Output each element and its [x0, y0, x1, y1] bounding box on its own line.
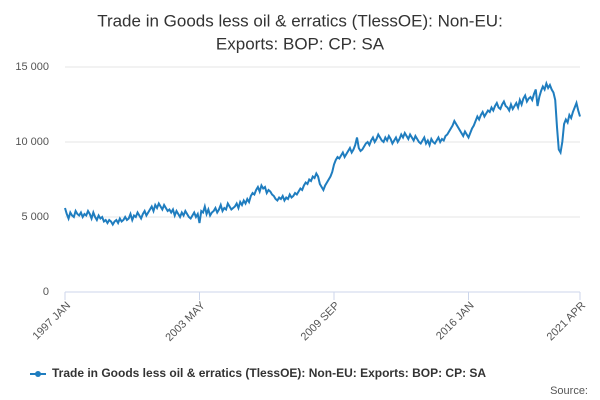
- series-line: [64, 80, 581, 227]
- x-tick-label: 2016 JAN: [434, 300, 477, 343]
- x-tick-label: 2009 SEP: [299, 300, 343, 344]
- y-tick-label: 15 000: [15, 61, 49, 73]
- source: Source:: [550, 385, 588, 397]
- legend-label: Trade in Goods less oil & erratics (Tles…: [52, 366, 486, 380]
- y-tick-label: 10 000: [15, 136, 49, 148]
- chart-title: Trade in Goods less oil & erratics (Tles…: [97, 11, 503, 30]
- y-tick-label: 5 000: [21, 211, 49, 223]
- y-tick-label: 0: [43, 286, 49, 298]
- x-tick-label: 1997 JAN: [31, 300, 74, 343]
- legend-marker: [35, 371, 41, 377]
- x-tick-label: 2003 MAY: [163, 299, 208, 344]
- x-tick-label: 2021 APR: [545, 300, 589, 344]
- chart-subtitle: Exports: BOP: CP: SA: [216, 34, 385, 53]
